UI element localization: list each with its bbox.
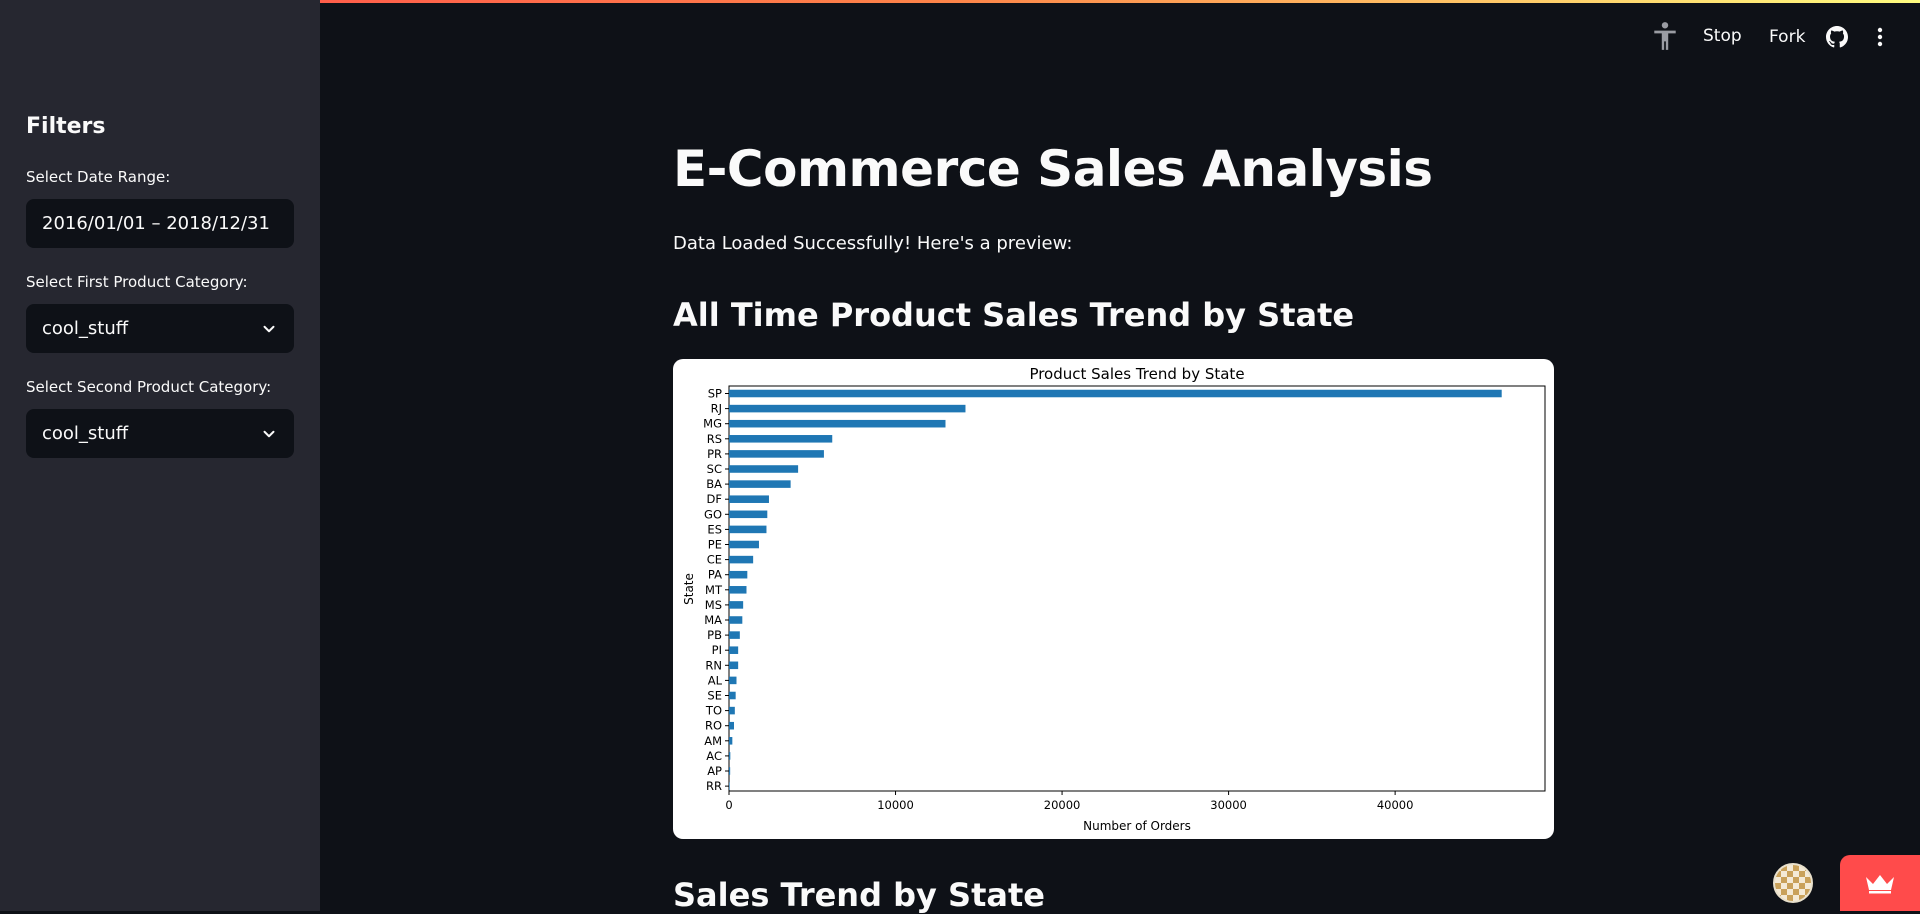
bar-sc: [729, 465, 799, 473]
date-range-input[interactable]: 2016/01/01 – 2018/12/31: [26, 199, 294, 248]
chart-title: Product Sales Trend by State: [1029, 365, 1244, 383]
y-tick-label: AL: [708, 673, 723, 687]
y-tick-label: MT: [705, 583, 723, 597]
x-tick-label: 0: [725, 798, 732, 812]
y-tick-label: MS: [705, 598, 722, 612]
bar-go: [729, 510, 768, 519]
y-tick-label: AC: [706, 749, 722, 763]
bar-ma: [729, 616, 743, 624]
bar-ac: [729, 752, 731, 760]
bar-ms: [729, 601, 744, 609]
chevron-down-icon: [263, 325, 275, 332]
y-tick-label: PI: [712, 643, 722, 657]
bar-pr: [729, 450, 824, 458]
github-button[interactable]: [1826, 21, 1848, 53]
fork-button[interactable]: Fork: [1769, 27, 1806, 47]
sidebar-title: Filters: [26, 114, 106, 139]
avatar[interactable]: [1773, 863, 1813, 903]
y-tick-label: TO: [705, 704, 722, 718]
chart-card: Product Sales Trend by State SP RJ MG RS PR S…: [673, 359, 1554, 839]
y-tick-label: CE: [707, 553, 722, 567]
y-tick-label: RS: [707, 432, 722, 446]
y-tick-label: SP: [708, 387, 722, 401]
bar-df: [729, 495, 769, 503]
y-tick-label: ES: [707, 522, 722, 536]
chevron-down-icon: [263, 430, 275, 437]
y-tick-label: RJ: [711, 402, 722, 416]
crown-icon: [1866, 875, 1894, 894]
section-heading-sales-trend: Sales Trend by State: [673, 876, 1045, 914]
y-tick-label: AM: [704, 734, 722, 748]
first-category-value: cool_stuff: [42, 318, 129, 339]
bar-al: [729, 676, 737, 685]
bar-rj: [729, 404, 966, 413]
x-tick-label: 20000: [1044, 798, 1081, 812]
bar-mg: [729, 419, 946, 428]
y-tick-label: MA: [704, 613, 722, 627]
bar-am: [729, 737, 733, 745]
date-range-label: Select Date Range:: [26, 168, 171, 186]
y-tick-label: RR: [706, 779, 722, 793]
y-tick-label: GO: [704, 507, 722, 521]
first-category-label: Select First Product Category:: [26, 273, 248, 291]
y-tick-label: SE: [707, 689, 722, 703]
y-tick-label: RO: [705, 719, 722, 733]
y-axis-label: State: [682, 573, 696, 605]
bar-pa: [729, 570, 748, 579]
y-tick-label: RN: [705, 658, 722, 672]
y-tick-label: SC: [707, 462, 722, 476]
first-category-select[interactable]: cool_stuff: [26, 304, 294, 353]
more-vertical-icon: [1877, 27, 1883, 47]
bar-es: [729, 525, 767, 534]
bar-rs: [729, 435, 833, 443]
y-tick-label: DF: [707, 492, 722, 506]
bar-mt: [729, 586, 747, 594]
sidebar: Filters Select Date Range: 2016/01/01 – …: [0, 0, 320, 911]
github-icon: [1826, 26, 1848, 48]
accessibility-button[interactable]: [1652, 20, 1678, 52]
y-tick-label: PA: [708, 568, 722, 582]
bar-ba: [729, 480, 791, 488]
x-tick-label: 10000: [877, 798, 914, 812]
x-tick-label: 30000: [1210, 798, 1247, 812]
status-text: Data Loaded Successfully! Here's a previ…: [673, 233, 1073, 254]
main-menu-button[interactable]: [1872, 21, 1888, 53]
second-category-value: cool_stuff: [42, 423, 129, 444]
y-tick-label: MG: [703, 417, 722, 431]
stop-button[interactable]: Stop: [1703, 26, 1742, 46]
plot-frame: [728, 385, 1546, 792]
bar-ce: [729, 555, 754, 564]
y-tick-label: AP: [707, 764, 722, 778]
bar-rn: [729, 661, 739, 670]
x-axis-label: Number of Orders: [1083, 819, 1191, 833]
y-tick-label: PE: [708, 538, 722, 552]
bar-se: [729, 691, 736, 700]
y-tick-label: BA: [706, 477, 722, 491]
streamlit-badge[interactable]: [1840, 855, 1920, 911]
date-range-value: 2016/01/01 – 2018/12/31: [42, 213, 270, 234]
sales-by-state-chart: Product Sales Trend by State SPRJMGRSPRS…: [682, 365, 1546, 833]
bar-sp: [729, 389, 1502, 398]
bar-ap: [729, 767, 731, 775]
section-heading-all-time: All Time Product Sales Trend by State: [673, 296, 1355, 334]
bar-ro: [729, 721, 734, 730]
second-category-select[interactable]: cool_stuff: [26, 409, 294, 458]
x-tick-label: 40000: [1377, 798, 1414, 812]
second-category-label: Select Second Product Category:: [26, 378, 272, 396]
accessibility-icon: [1654, 22, 1676, 50]
page-title: E-Commerce Sales Analysis: [673, 140, 1433, 198]
y-tick-label: PR: [707, 447, 722, 461]
top-accent-bar: [0, 0, 1920, 3]
y-tick-label: PB: [707, 628, 722, 642]
bar-rr: [729, 782, 730, 790]
bar-to: [729, 706, 735, 715]
bar-pe: [729, 540, 759, 549]
bar-pi: [729, 646, 739, 654]
bar-pb: [729, 631, 740, 639]
